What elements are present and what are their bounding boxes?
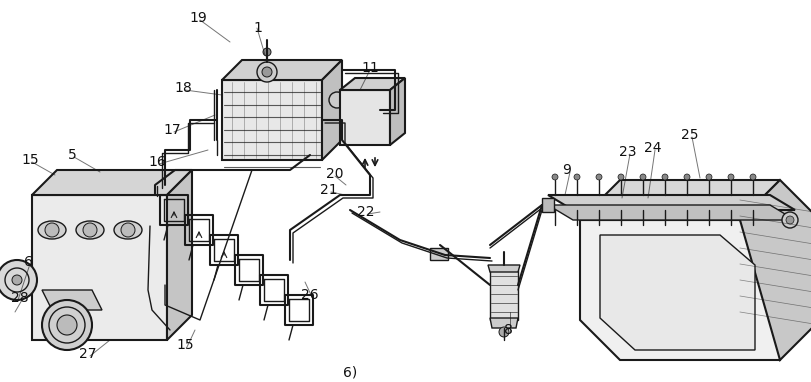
Bar [542,198,554,212]
Text: 6): 6) [343,365,357,379]
Ellipse shape [38,221,66,239]
Text: 6: 6 [24,255,32,269]
Bar [340,90,390,145]
Circle shape [728,174,734,180]
Text: 18: 18 [174,81,192,95]
Circle shape [262,67,272,77]
Circle shape [0,260,37,300]
Polygon shape [222,80,322,160]
Polygon shape [488,265,520,272]
Text: 21: 21 [320,183,338,197]
Polygon shape [490,318,518,328]
Circle shape [684,174,690,180]
Circle shape [662,174,668,180]
Text: 19: 19 [189,11,207,25]
Circle shape [786,216,794,224]
Circle shape [45,223,59,237]
Circle shape [552,174,558,180]
Text: 11: 11 [361,61,379,75]
Text: 20: 20 [326,167,344,181]
Circle shape [12,275,22,285]
Polygon shape [740,180,811,360]
Text: 1: 1 [254,21,263,35]
Ellipse shape [76,221,104,239]
Circle shape [618,174,624,180]
Circle shape [640,174,646,180]
Polygon shape [32,170,192,195]
Text: 5: 5 [67,148,76,162]
Circle shape [257,62,277,82]
Text: 24: 24 [644,141,662,155]
Circle shape [499,327,509,337]
Circle shape [42,300,92,350]
Circle shape [750,174,756,180]
Polygon shape [340,78,405,90]
Polygon shape [167,170,192,340]
Polygon shape [390,78,405,145]
Text: 28: 28 [11,291,29,305]
Polygon shape [580,180,780,220]
Text: 15: 15 [21,153,39,167]
Text: 17: 17 [163,123,181,137]
Polygon shape [548,205,795,220]
Circle shape [329,92,345,108]
Polygon shape [222,60,342,80]
Text: 16: 16 [148,155,166,169]
Circle shape [596,174,602,180]
Circle shape [121,223,135,237]
Polygon shape [548,195,795,210]
Polygon shape [42,290,102,310]
Polygon shape [490,270,518,320]
Text: 27: 27 [79,347,97,361]
Text: 15: 15 [176,338,194,352]
Text: 9: 9 [563,163,572,177]
Text: 22: 22 [358,205,375,219]
Circle shape [574,174,580,180]
Circle shape [782,212,798,228]
Circle shape [263,48,271,56]
Bar [430,248,448,260]
Text: 26: 26 [301,288,319,302]
Circle shape [57,315,77,335]
Text: 8: 8 [504,323,513,337]
Polygon shape [580,220,780,360]
Text: 25: 25 [681,128,699,142]
Circle shape [83,223,97,237]
Ellipse shape [114,221,142,239]
Polygon shape [600,235,755,350]
Text: 23: 23 [620,145,637,159]
Polygon shape [322,60,342,160]
Polygon shape [32,195,167,340]
Circle shape [706,174,712,180]
